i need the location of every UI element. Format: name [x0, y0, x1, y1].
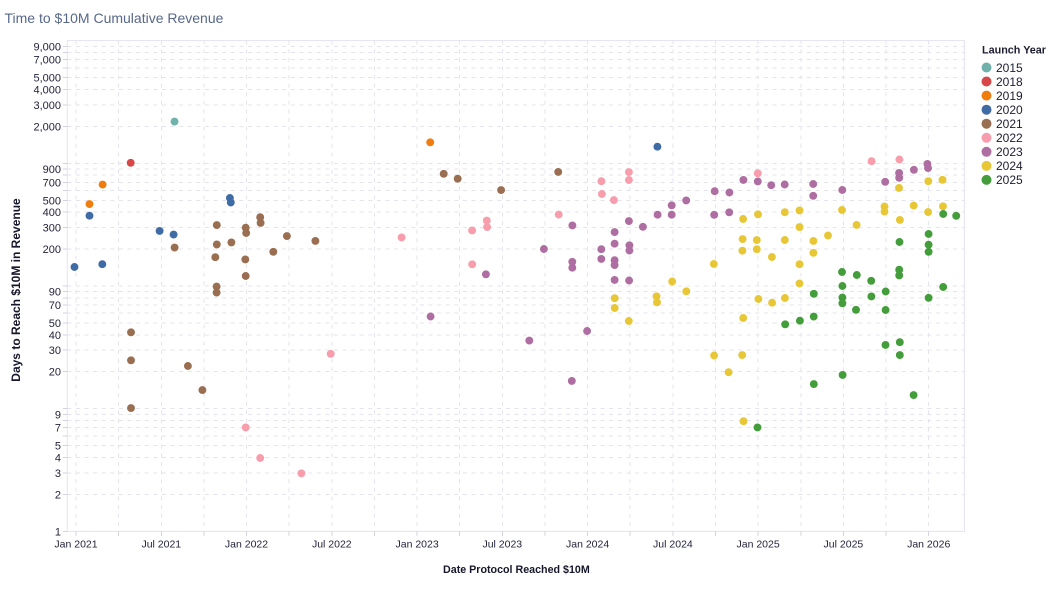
svg-text:90: 90 — [49, 287, 61, 299]
svg-text:900: 900 — [43, 164, 61, 176]
svg-text:20: 20 — [49, 367, 61, 379]
svg-text:70: 70 — [49, 300, 61, 312]
svg-text:Jan 2025: Jan 2025 — [736, 539, 779, 551]
svg-text:500: 500 — [43, 195, 61, 207]
svg-text:Days to Reach $10M in Revenue: Days to Reach $10M in Revenue — [9, 198, 23, 382]
svg-text:7,000: 7,000 — [33, 55, 61, 67]
svg-text:2: 2 — [55, 489, 61, 501]
svg-text:Jan 2021: Jan 2021 — [54, 539, 97, 551]
svg-text:50: 50 — [49, 318, 61, 330]
svg-text:2018: 2018 — [996, 75, 1023, 89]
svg-text:Jul 2025: Jul 2025 — [824, 539, 864, 551]
svg-text:Jan 2022: Jan 2022 — [225, 539, 268, 551]
svg-text:9,000: 9,000 — [33, 41, 61, 53]
svg-text:2022: 2022 — [996, 131, 1023, 145]
svg-text:700: 700 — [43, 177, 61, 189]
svg-text:Launch Year: Launch Year — [982, 45, 1047, 57]
svg-text:7: 7 — [55, 423, 61, 435]
svg-text:5: 5 — [55, 441, 61, 453]
svg-text:2021: 2021 — [996, 117, 1023, 131]
svg-text:Jul 2022: Jul 2022 — [312, 539, 352, 551]
svg-text:Time to $10M Cumulative Revenu: Time to $10M Cumulative Revenue — [5, 10, 224, 26]
svg-text:9: 9 — [55, 409, 61, 421]
svg-text:2023: 2023 — [996, 145, 1023, 159]
svg-text:3: 3 — [55, 468, 61, 480]
svg-text:Jan 2026: Jan 2026 — [907, 539, 950, 551]
svg-text:200: 200 — [43, 244, 61, 256]
svg-text:Jul 2021: Jul 2021 — [141, 539, 181, 551]
svg-text:2,000: 2,000 — [33, 121, 61, 133]
svg-text:30: 30 — [49, 345, 61, 357]
svg-text:Date Protocol Reached $10M: Date Protocol Reached $10M — [443, 564, 590, 576]
svg-text:4: 4 — [55, 453, 61, 465]
svg-text:2020: 2020 — [996, 103, 1023, 117]
svg-text:2019: 2019 — [996, 89, 1023, 103]
svg-text:2025: 2025 — [996, 173, 1023, 187]
svg-text:300: 300 — [43, 223, 61, 235]
svg-text:1: 1 — [55, 526, 61, 538]
svg-text:2024: 2024 — [996, 159, 1023, 173]
svg-text:5,000: 5,000 — [33, 73, 61, 85]
svg-text:40: 40 — [49, 330, 61, 342]
svg-text:Jul 2023: Jul 2023 — [482, 539, 522, 551]
svg-text:4,000: 4,000 — [33, 85, 61, 97]
svg-text:Jan 2023: Jan 2023 — [395, 539, 438, 551]
svg-text:3,000: 3,000 — [33, 100, 61, 112]
svg-text:2015: 2015 — [996, 61, 1023, 75]
svg-text:Jan 2024: Jan 2024 — [566, 539, 609, 551]
svg-text:Jul 2024: Jul 2024 — [653, 539, 693, 551]
svg-text:400: 400 — [43, 207, 61, 219]
